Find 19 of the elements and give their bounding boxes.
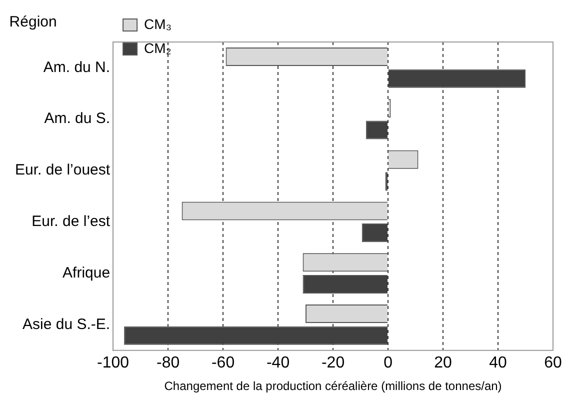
- x-tick-label: -60: [211, 354, 235, 372]
- x-tick-label: -80: [156, 354, 180, 372]
- x-tick-label: -20: [321, 354, 345, 372]
- x-tick-label: -40: [266, 354, 290, 372]
- x-tick-label: -100: [97, 354, 130, 372]
- x-tick-label: 20: [434, 354, 452, 372]
- legend-label: CM₃: [144, 16, 172, 32]
- legend-label: CM₂: [144, 40, 172, 56]
- x-tick-label: 0: [384, 354, 393, 372]
- y-tick-label: Asie du S.-E.: [22, 316, 110, 333]
- x-axis-title: Changement de la production céréalière (millions de tonnes/an): [164, 379, 502, 394]
- y-tick-label: Eur. de l’est: [32, 213, 111, 230]
- y-tick-label: Am. du S.: [44, 110, 110, 128]
- y-tick-label: Afrique: [62, 264, 110, 282]
- x-tick-label: 60: [544, 354, 562, 372]
- y-tick-label: Eur. de l’ouest: [15, 162, 111, 179]
- y-tick-label: Am. du N.: [43, 58, 110, 76]
- y-axis-title: Région: [9, 14, 57, 31]
- x-tick-label: 40: [489, 354, 508, 372]
